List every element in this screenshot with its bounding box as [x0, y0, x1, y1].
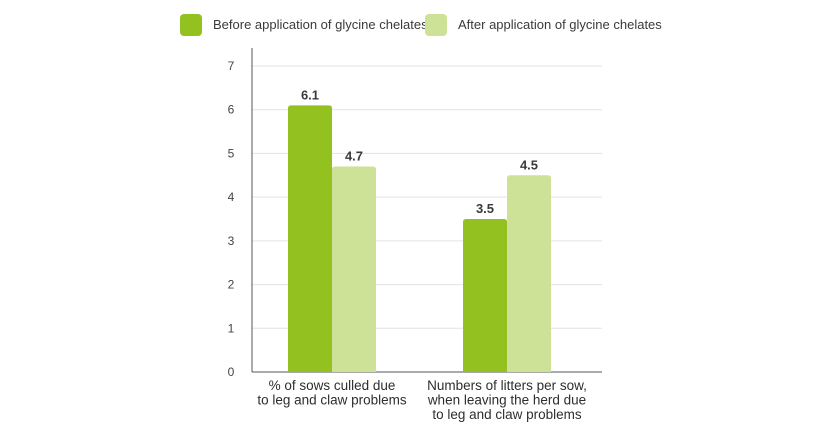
bar: [288, 105, 332, 372]
legend-label: Before application of glycine chelates: [213, 17, 428, 32]
category-label: to leg and claw problems: [257, 393, 407, 408]
bar-value-label: 6.1: [301, 87, 319, 102]
bars: [288, 105, 551, 372]
bar: [463, 219, 507, 372]
category-label: when leaving the herd due: [427, 393, 586, 408]
y-tick-label: 4: [228, 190, 235, 204]
bar: [507, 175, 551, 372]
y-tick-label: 6: [228, 103, 235, 117]
bar-value-label: 4.7: [345, 149, 363, 164]
y-tick-label: 7: [228, 59, 235, 73]
y-axis-ticks: 0 1 2 3 4 5 6 7: [228, 59, 235, 379]
bar: [332, 166, 376, 372]
legend-label: After application of glycine chelates: [458, 17, 662, 32]
legend: Before application of glycine chelates Af…: [180, 14, 662, 36]
category-label: to leg and claw problems: [432, 407, 582, 422]
legend-swatch: [425, 14, 447, 36]
y-tick-label: 0: [228, 365, 235, 379]
bar-value-labels: 6.1 3.5 4.7 4.5: [301, 87, 538, 216]
y-tick-label: 1: [228, 321, 235, 335]
legend-swatch: [180, 14, 202, 36]
y-tick-label: 5: [228, 146, 235, 160]
y-tick-label: 3: [228, 234, 235, 248]
bar-value-label: 4.5: [520, 157, 538, 172]
category-label: Numbers of litters per sow,: [427, 378, 587, 393]
y-tick-label: 2: [228, 278, 235, 292]
bar-value-label: 3.5: [476, 201, 494, 216]
category-label: % of sows culled due: [269, 378, 396, 393]
